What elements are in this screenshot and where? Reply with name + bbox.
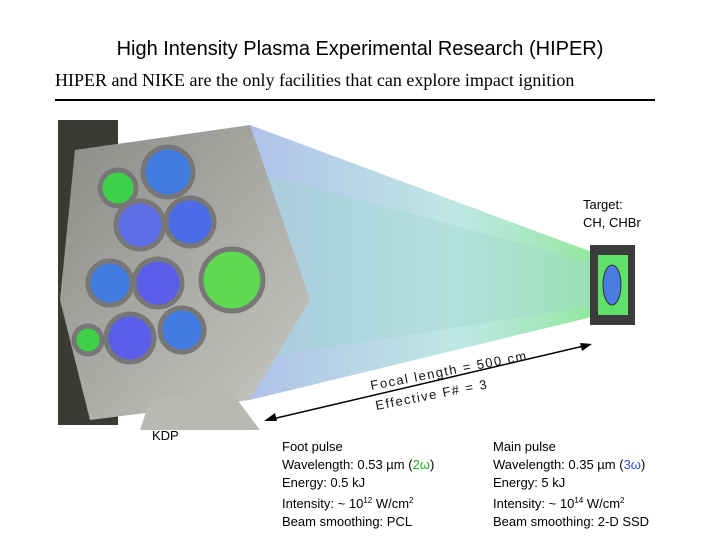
text: W/cm	[583, 496, 621, 511]
text: 12	[363, 496, 373, 505]
text: 2	[620, 496, 625, 505]
text: )	[429, 457, 435, 472]
stand	[140, 390, 260, 430]
text: Energy: 0.5 kJ	[282, 475, 366, 490]
arrow-head	[264, 413, 277, 421]
text: Energy: 5 kJ	[493, 475, 566, 490]
text: 14	[574, 496, 584, 505]
foot-pulse: Foot pulse Wavelength: 0.53 µm (2ω) Ener…	[282, 438, 434, 531]
kdp-label: KDP	[152, 428, 179, 443]
focal-arrow	[267, 344, 589, 421]
lenses	[71, 144, 266, 365]
text: Wavelength: 0.35 µm (	[493, 457, 624, 472]
beam-cone	[250, 125, 600, 400]
beam-inner	[250, 170, 600, 360]
text: Wavelength: 0.53 µm (	[282, 457, 413, 472]
text: Beam smoothing: 2-D SSD	[493, 514, 650, 529]
text: Target:	[583, 197, 623, 212]
text: Intensity: ~ 10	[282, 496, 364, 511]
subtitle: HIPER and NIKE are the only facilities t…	[55, 70, 575, 90]
text: Foot pulse	[282, 439, 343, 454]
text: Intensity: ~ 10	[493, 496, 575, 511]
text: )	[640, 457, 646, 472]
text: 3ω	[623, 457, 641, 472]
title: High Intensity Plasma Experimental Resea…	[116, 38, 604, 60]
text: Main pulse	[493, 439, 556, 454]
text: CH, CHBr	[583, 215, 641, 230]
text: 2	[409, 496, 414, 505]
target-label: Target: CH, CHBr	[583, 196, 641, 232]
text: 2ω	[412, 457, 430, 472]
text: Beam smoothing: PCL	[282, 514, 413, 529]
target	[602, 264, 622, 306]
main-pulse: Main pulse Wavelength: 0.35 µm (3ω) Ener…	[493, 438, 649, 531]
arrow-head	[580, 343, 592, 351]
text: W/cm	[372, 496, 410, 511]
